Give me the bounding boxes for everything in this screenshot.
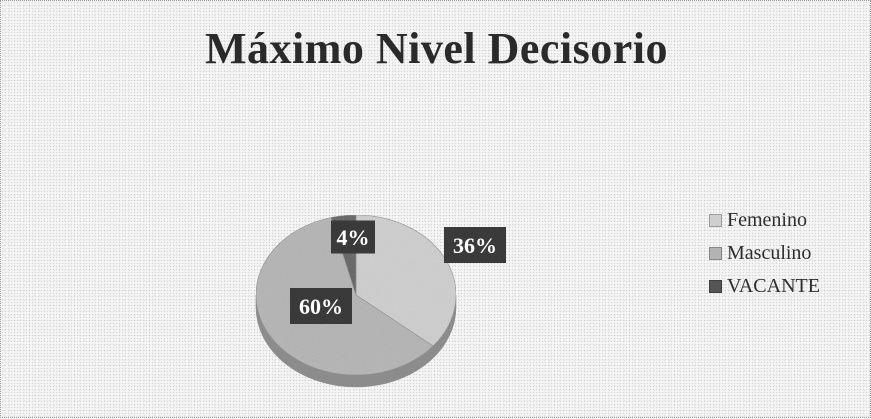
data-label-vacante: 4% xyxy=(331,220,375,254)
data-label-box xyxy=(331,220,375,254)
legend-item-vacante: VACANTE xyxy=(709,270,820,303)
legend-label: Masculino xyxy=(727,242,812,264)
data-label-masculino: 60% xyxy=(290,288,352,324)
legend-item-masculino: Masculino xyxy=(709,237,820,270)
legend-item-femenino: Femenino xyxy=(709,204,820,237)
legend-swatch xyxy=(709,214,722,227)
legend-swatch xyxy=(709,280,722,293)
data-label-text: 60% xyxy=(299,294,343,319)
legend-label: VACANTE xyxy=(727,275,820,297)
legend-swatch xyxy=(709,247,722,260)
legend-label: Femenino xyxy=(727,209,807,231)
data-label-femenino: 36% xyxy=(444,227,506,263)
data-label-box xyxy=(290,288,352,324)
data-label-text: 4% xyxy=(337,225,370,250)
legend: Femenino Masculino VACANTE xyxy=(709,204,820,303)
data-label-text: 36% xyxy=(453,233,497,258)
chart-title: Máximo Nivel Decisorio xyxy=(204,24,669,73)
data-label-box xyxy=(444,227,506,263)
